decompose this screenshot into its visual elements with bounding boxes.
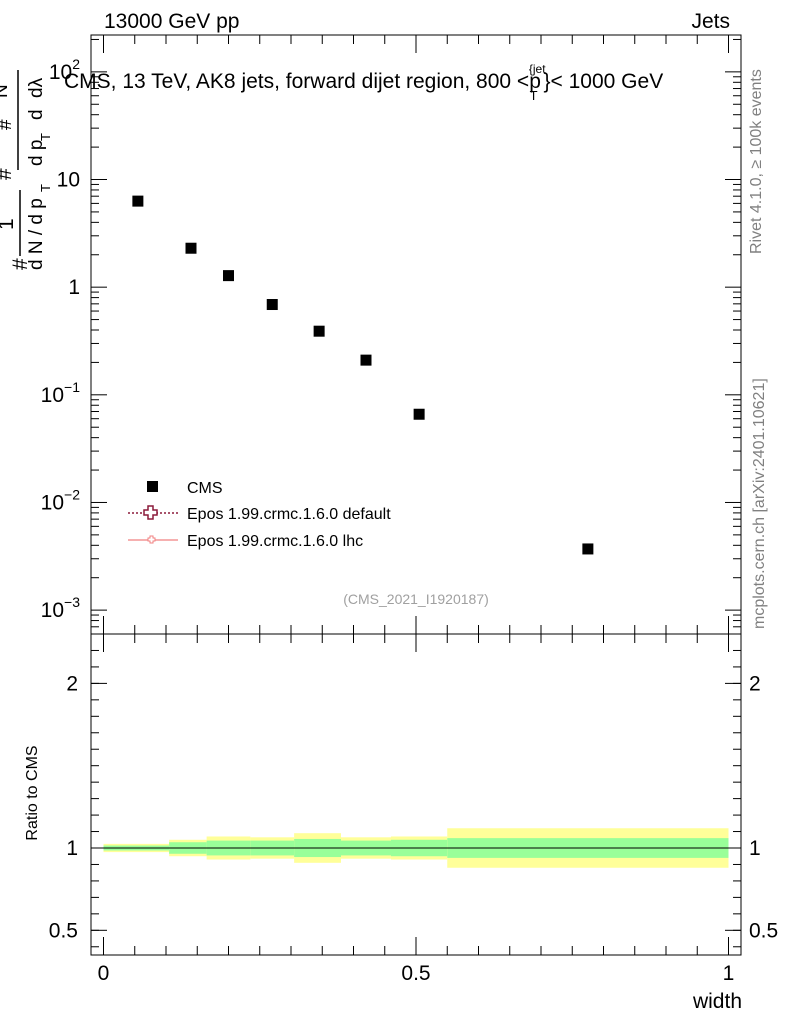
cms-data-point bbox=[223, 270, 234, 282]
legend-marker-epos-lhc bbox=[147, 535, 156, 544]
svg-text:#: # bbox=[0, 168, 16, 180]
ratio-y-tick-label-right: 0.5 bbox=[749, 919, 778, 942]
svg-text:1: 1 bbox=[0, 218, 18, 230]
cms-data-point bbox=[582, 543, 594, 555]
y-tick-label: 10−2 bbox=[41, 486, 81, 514]
ratio-x-axis: 0 0.5 1 bbox=[98, 634, 735, 985]
mcplots-reference: mcplots.cern.ch [arXiv:2401.10621] bbox=[751, 378, 768, 629]
rivet-version: Rivet 4.1.0, ≥ 100k events bbox=[748, 69, 765, 254]
plot-title: CMS, 13 TeV, AK8 jets, forward dijet reg… bbox=[64, 62, 663, 103]
y-tick-label: 10 bbox=[57, 169, 80, 192]
svg-text:d p: d p bbox=[26, 140, 47, 166]
main-y-label: # 1 d N / d p T # d p T # d 2 N dλ bbox=[0, 70, 53, 270]
y-tick-label: 10−3 bbox=[41, 594, 81, 622]
ratio-panel: 0.5 0.51 12 2 0 0.5 1 Ratio to CMS width bbox=[24, 633, 778, 1013]
main-y-axis: 10−3 10−2 10−1 1 10 102 bbox=[41, 38, 741, 635]
ratio-y-label: Ratio to CMS bbox=[24, 745, 41, 840]
cms-data-point bbox=[413, 408, 425, 420]
svg-text:dλ: dλ bbox=[26, 77, 47, 98]
legend-label-epos-lhc: Epos 1.99.crmc.1.6.0 lhc bbox=[187, 533, 363, 550]
cms-data-point bbox=[132, 195, 144, 207]
legend-marker-epos-default bbox=[143, 505, 158, 520]
ratio-y-tick-label: 2 bbox=[66, 672, 78, 695]
cms-data-points bbox=[132, 195, 594, 555]
main-panel: 10−3 10−2 10−1 1 10 102 CMS, 13 TeV, AK8 jets… bbox=[0, 34, 742, 635]
ratio-y-tick-label: 0.5 bbox=[49, 919, 78, 942]
ratio-y-tick-label-right: 2 bbox=[749, 672, 761, 695]
cms-data-point bbox=[360, 354, 372, 366]
legend-label-epos-default: Epos 1.99.crmc.1.6.0 default bbox=[187, 506, 391, 523]
ratio-frame bbox=[90, 633, 742, 956]
svg-text:T: T bbox=[38, 133, 53, 141]
svg-text:#: # bbox=[9, 258, 32, 270]
y-tick-label: 1 bbox=[68, 276, 80, 299]
svg-text:#: # bbox=[0, 119, 16, 130]
y-tick-label: 102 bbox=[49, 56, 80, 84]
svg-text:T: T bbox=[38, 184, 53, 192]
y-tick-label: 10−1 bbox=[41, 379, 81, 407]
x-tick-label: 0.5 bbox=[401, 962, 430, 985]
analysis-tag: (CMS_2021_I1920187) bbox=[343, 591, 489, 607]
legend-label-cms: CMS bbox=[187, 480, 223, 497]
cms-data-point bbox=[185, 242, 197, 254]
header-left: 13000 GeV pp bbox=[104, 10, 239, 33]
legend: CMS Epos 1.99.crmc.1.6.0 default Epos 1.… bbox=[128, 480, 391, 550]
x-tick-label: 1 bbox=[723, 962, 735, 985]
svg-text:N: N bbox=[0, 84, 12, 98]
ratio-y-axis: 0.5 0.5 1 1 2 2 bbox=[49, 649, 778, 948]
legend-marker-cms bbox=[147, 481, 158, 492]
svg-text:d: d bbox=[26, 109, 47, 120]
x-tick-label: 0 bbox=[98, 962, 110, 985]
cms-data-point bbox=[313, 325, 325, 337]
header-right: Jets bbox=[691, 10, 730, 33]
main-x-axis-ticks bbox=[103, 35, 729, 634]
ratio-y-tick-label-right: 1 bbox=[749, 837, 761, 860]
x-axis-label: width bbox=[692, 990, 742, 1013]
cms-data-point bbox=[266, 299, 278, 311]
svg-text:d N / d p: d N / d p bbox=[26, 198, 47, 270]
ratio-y-tick-label: 1 bbox=[66, 837, 78, 860]
